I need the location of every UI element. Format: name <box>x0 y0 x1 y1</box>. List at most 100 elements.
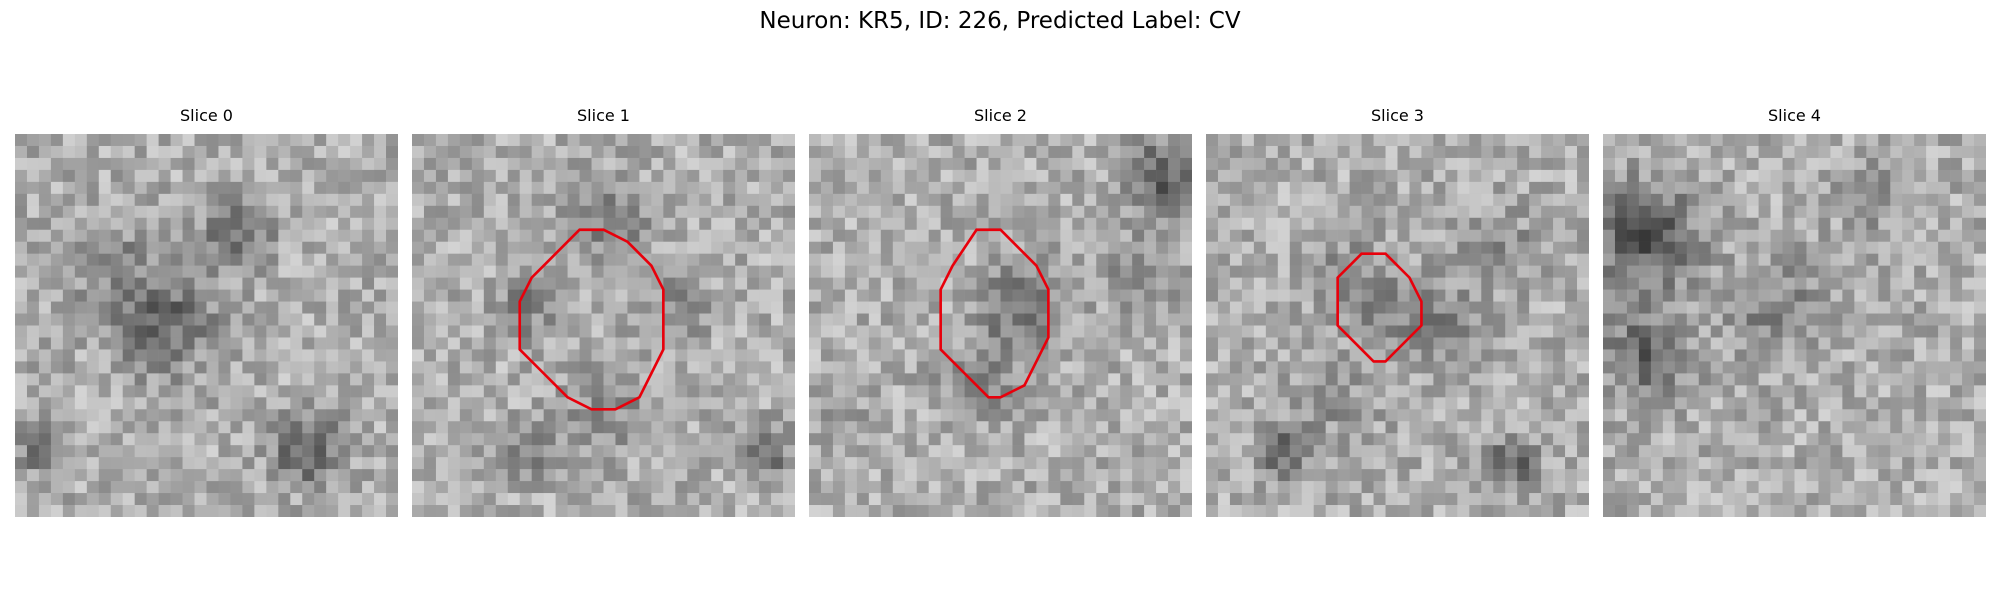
image-pixel <box>182 193 195 207</box>
image-pixel <box>110 457 123 470</box>
roi-contour <box>518 228 665 411</box>
image-pixel <box>350 301 363 314</box>
image-pixel <box>1878 229 1891 242</box>
image-pixel <box>86 241 100 254</box>
image-pixel <box>1217 193 1231 207</box>
image-pixel <box>26 481 40 494</box>
image-pixel <box>314 397 327 410</box>
image-pixel <box>1806 313 1819 326</box>
image-pixel <box>1012 229 1025 242</box>
image-pixel <box>832 385 846 398</box>
image-pixel <box>26 505 40 517</box>
image-pixel <box>952 181 965 195</box>
image-pixel <box>928 229 941 242</box>
image-pixel <box>1854 301 1867 314</box>
image-pixel <box>1012 205 1025 219</box>
image-pixel <box>1277 481 1291 494</box>
image-pixel <box>1060 313 1073 326</box>
image-pixel <box>495 229 508 242</box>
image-pixel <box>1289 241 1302 254</box>
image-pixel <box>555 421 568 434</box>
image-pixel <box>1120 193 1133 207</box>
image-pixel <box>1313 457 1326 470</box>
image-pixel <box>832 229 846 242</box>
image-pixel <box>579 229 592 242</box>
image-pixel <box>1806 433 1819 446</box>
image-pixel <box>338 229 351 242</box>
image-pixel <box>1577 337 1589 350</box>
image-pixel <box>170 217 183 230</box>
image-pixel <box>1072 253 1085 266</box>
image-pixel <box>1553 481 1566 494</box>
image-pixel <box>1854 253 1867 266</box>
image-pixel <box>194 349 207 362</box>
image-pixel <box>1914 313 1927 326</box>
image-pixel <box>663 337 676 350</box>
image-pixel <box>350 433 363 446</box>
image-pixel <box>230 349 243 362</box>
image-pixel <box>651 397 664 410</box>
image-pixel <box>1818 385 1831 398</box>
image-pixel <box>350 145 363 159</box>
image-pixel <box>615 277 628 290</box>
image-pixel <box>1565 217 1578 230</box>
image-pixel <box>1878 433 1891 446</box>
image-pixel <box>254 301 267 314</box>
slice-title: Slice 1 <box>577 106 630 125</box>
image-pixel <box>122 361 135 374</box>
image-pixel <box>1325 325 1338 338</box>
image-pixel <box>1866 265 1879 278</box>
image-pixel <box>1481 421 1494 434</box>
image-pixel <box>856 505 870 517</box>
image-pixel <box>1698 361 1711 374</box>
image-pixel <box>567 157 580 171</box>
image-pixel <box>567 217 580 230</box>
image-pixel <box>1866 397 1879 410</box>
image-pixel <box>1421 385 1434 398</box>
image-pixel <box>1206 433 1219 446</box>
image-pixel <box>747 421 760 434</box>
image-pixel <box>447 445 461 458</box>
image-pixel <box>1156 469 1169 482</box>
image-pixel <box>194 337 207 350</box>
image-pixel <box>1638 181 1652 195</box>
image-pixel <box>74 445 88 458</box>
image-pixel <box>747 145 760 159</box>
image-pixel <box>326 205 339 219</box>
image-pixel <box>1746 361 1759 374</box>
image-pixel <box>988 157 1001 171</box>
image-pixel <box>483 277 497 290</box>
image-pixel <box>1349 325 1362 338</box>
image-pixel <box>350 505 363 517</box>
image-pixel <box>1890 409 1903 422</box>
image-pixel <box>326 373 339 386</box>
image-pixel <box>1603 157 1616 171</box>
image-pixel <box>543 145 556 159</box>
image-pixel <box>723 253 736 266</box>
image-pixel <box>663 157 676 171</box>
image-pixel <box>904 373 917 386</box>
image-pixel <box>759 181 772 195</box>
image-pixel <box>1241 205 1255 219</box>
image-pixel <box>1734 433 1747 446</box>
image-pixel <box>290 253 303 266</box>
image-pixel <box>338 397 351 410</box>
image-pixel <box>1842 241 1855 254</box>
image-pixel <box>74 349 88 362</box>
image-pixel <box>98 433 111 446</box>
image-pixel <box>412 493 425 506</box>
image-pixel <box>1854 313 1867 326</box>
image-pixel <box>1180 301 1192 314</box>
image-pixel <box>1048 289 1061 302</box>
image-pixel <box>531 337 544 350</box>
image-pixel <box>412 337 425 350</box>
image-pixel <box>326 361 339 374</box>
image-pixel <box>555 469 568 482</box>
image-pixel <box>374 397 387 410</box>
image-pixel <box>868 193 882 207</box>
image-pixel <box>759 385 772 398</box>
image-pixel <box>1036 361 1049 374</box>
image-pixel <box>1469 325 1482 338</box>
image-pixel <box>1156 253 1169 266</box>
image-pixel <box>1878 193 1891 207</box>
